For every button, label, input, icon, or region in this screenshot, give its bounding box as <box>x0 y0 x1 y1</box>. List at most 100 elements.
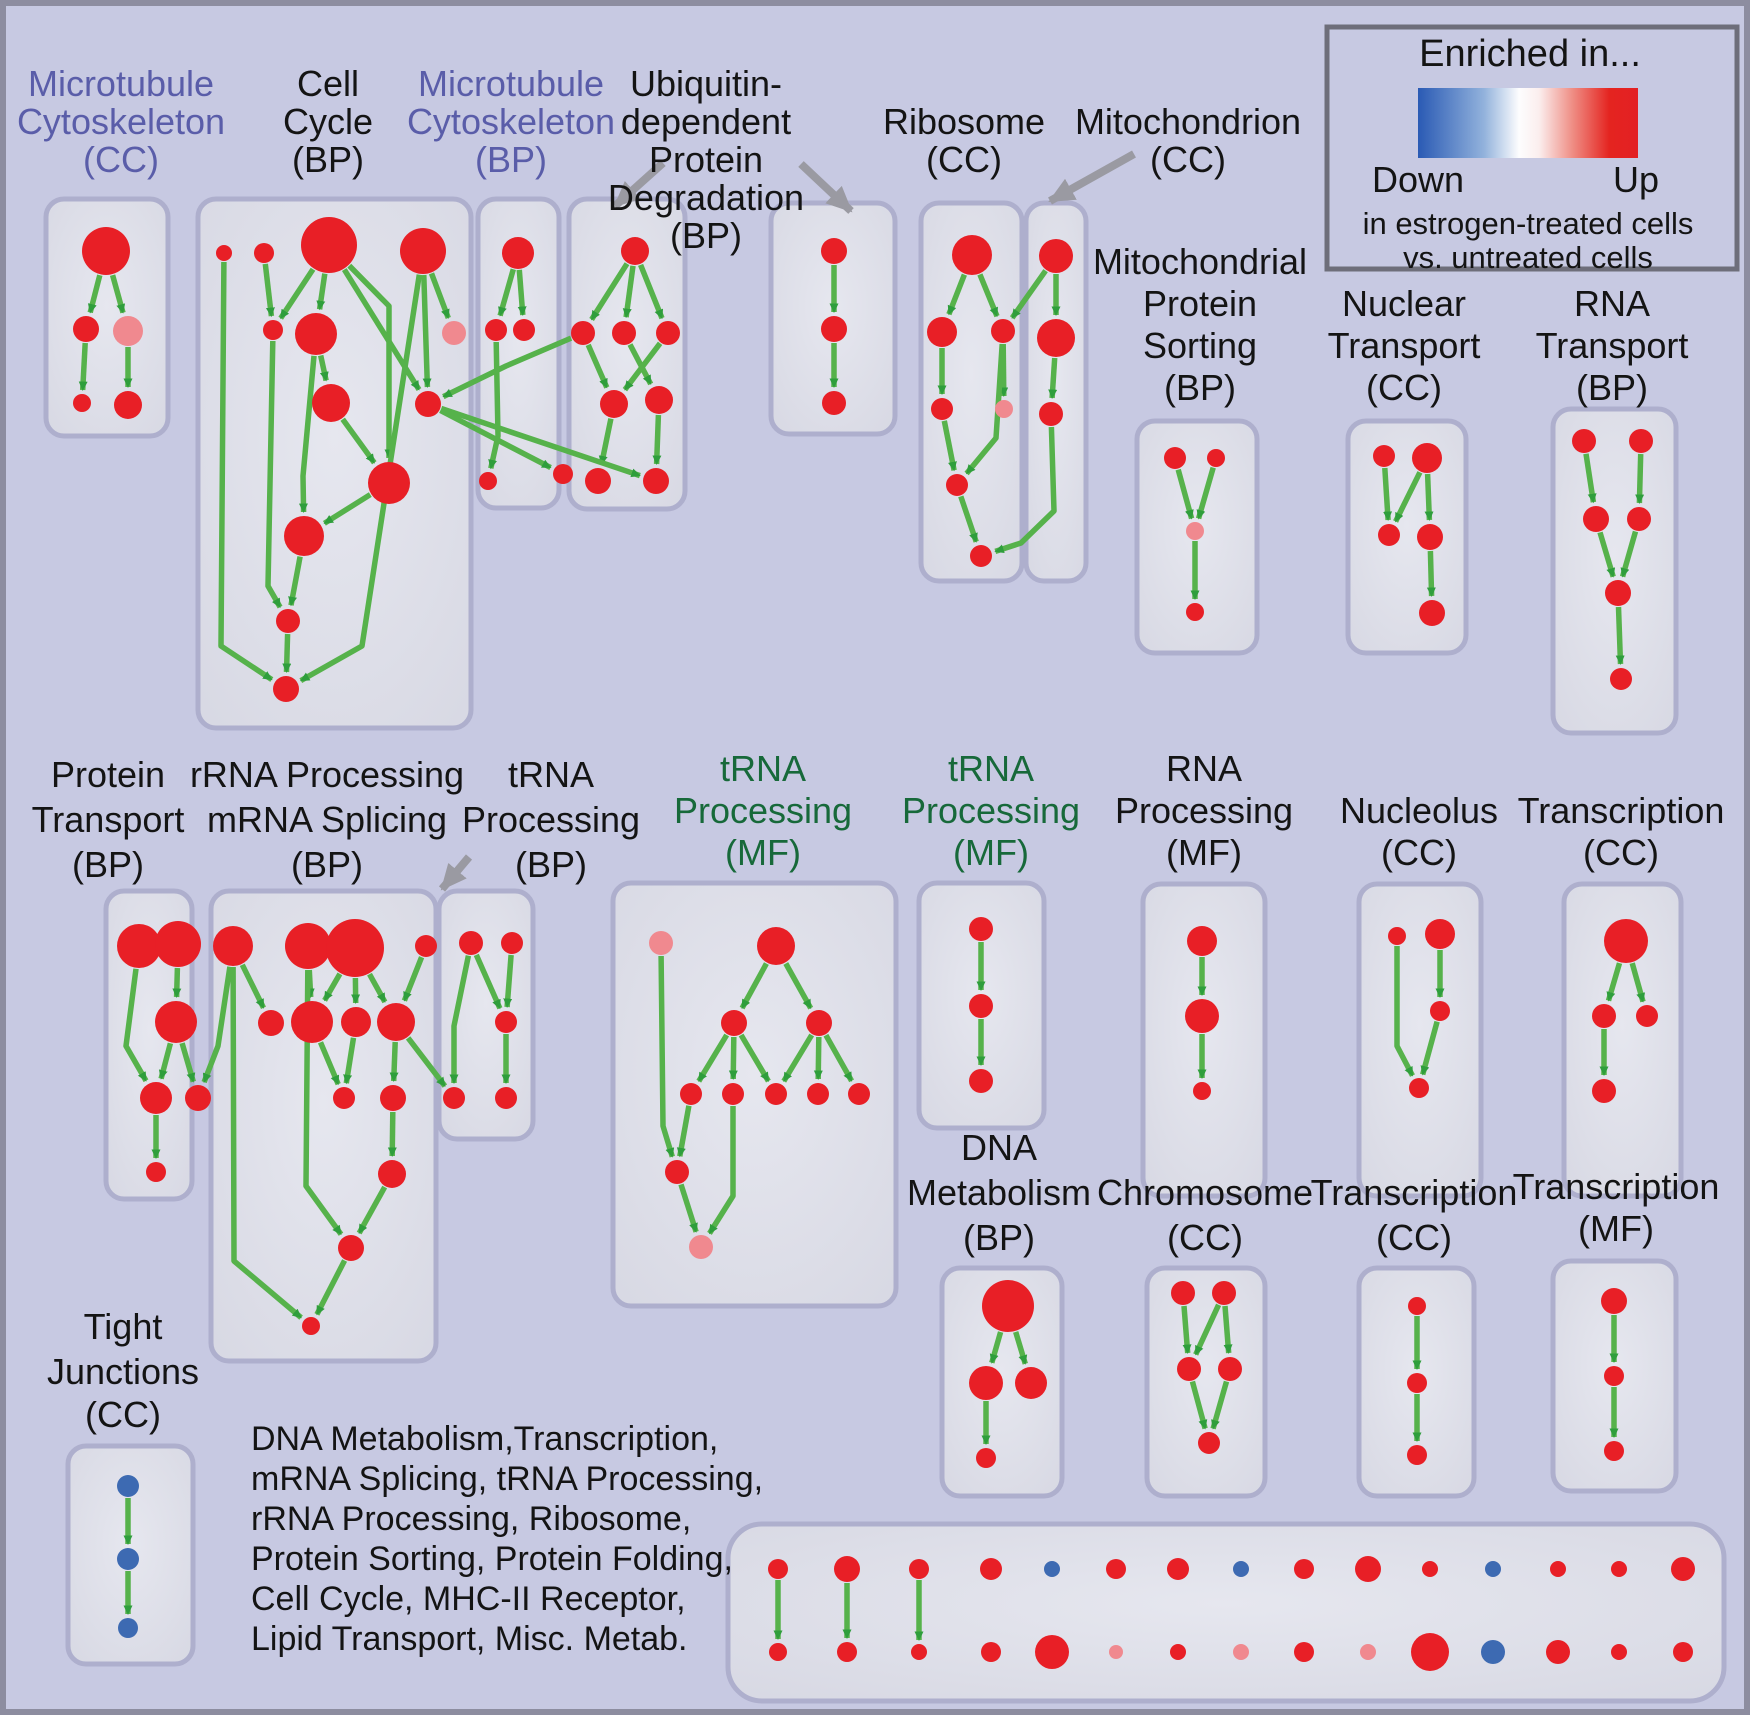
edge-arrow-trna-processing-bp <box>449 955 472 1084</box>
group-label-line-mito-protein-sorting-bp: Mitochondrial <box>1093 241 1307 282</box>
group-label-line-tight-junctions-cc: Junctions <box>47 1351 199 1392</box>
go-term-node-chromosome-cc-2 <box>1177 1357 1201 1381</box>
go-term-node-chromosome-cc-1 <box>1212 1281 1236 1305</box>
edge-arrow-cell-cycle-bp <box>265 340 283 609</box>
group-label-line-nuclear-transport-cc: (CC) <box>1366 367 1442 408</box>
edge-arrow-nuclear-transport-cc <box>1424 473 1434 521</box>
group-label-line-protein-transport-bp: Transport <box>32 799 185 840</box>
edge-arrow-nuclear-transport-cc <box>1382 467 1393 521</box>
edge-arrow-protein-transport-bp <box>123 968 149 1083</box>
group-label-line-microtubule-bp: (BP) <box>475 139 547 180</box>
edge-arrow-protein-transport-bp <box>158 1042 174 1080</box>
go-term-node-rna-processing-mf-0 <box>1187 926 1217 956</box>
edge-arrow-rrna-mrna-bp <box>387 1111 397 1157</box>
edges-layer <box>78 261 1646 1641</box>
go-term-node-chromosome-cc-0 <box>1171 1281 1195 1305</box>
go-term-node-trna-processing-bp-1 <box>501 932 523 954</box>
go-term-node-nuclear-transport-cc-0 <box>1373 445 1395 467</box>
edge-arrow-trna-processing-mf-1 <box>707 1106 736 1235</box>
edge-arrow-ubiquitin-degradation-bp <box>598 418 614 466</box>
go-term-node-cell-cycle-bp-11 <box>276 609 300 633</box>
go-term-node-cell-cycle-bp-6 <box>442 321 466 345</box>
go-term-node-rna-transport-bp-0 <box>1572 429 1596 453</box>
go-term-node-ubiquitin-chain-0 <box>821 238 847 264</box>
group-label-line-protein-transport-bp: Protein <box>51 754 165 795</box>
legend-layer: Enriched in... Down Up in estrogen-treated … <box>1324 24 1740 275</box>
go-term-node-microtubule-bp-1 <box>485 319 507 341</box>
go-term-node-rna-transport-bp-3 <box>1627 507 1651 531</box>
group-box-cell-cycle-bp <box>195 196 474 731</box>
go-term-node-nuclear-transport-cc-4 <box>1419 600 1445 626</box>
group-label-line-microtubule-bp: Cytoskeleton <box>407 101 615 142</box>
go-term-node-misc-terms-0 <box>768 1559 788 1579</box>
group-label-line-transcription-cc-mid: (CC) <box>1583 832 1659 873</box>
go-term-node-misc-terms-26 <box>1481 1640 1505 1664</box>
go-term-node-misc-terms-11 <box>1485 1561 1501 1577</box>
go-term-node-misc-terms-18 <box>981 1642 1001 1662</box>
edge-arrow-nuclear-transport-cc <box>1393 471 1423 523</box>
go-term-node-tight-junctions-cc-2 <box>118 1618 138 1638</box>
edge-arrow-rna-transport-bp <box>1597 531 1616 578</box>
group-label-line-ubiquitin-degradation-bp: (BP) <box>670 215 742 256</box>
edge-arrow-microtubule-cc <box>109 274 126 314</box>
edge-arrow-ribosome-cc <box>941 420 957 472</box>
go-term-node-rna-processing-mf-1 <box>1185 999 1219 1033</box>
note-text-line: rRNA Processing, Ribosome, <box>251 1500 691 1538</box>
go-term-node-ubiquitin-degradation-bp-4 <box>600 390 628 418</box>
group-label-line-trna-processing-mf-2: tRNA <box>948 748 1034 789</box>
legend-colorbar <box>1418 88 1638 158</box>
group-label-line-trna-processing-mf-2: Processing <box>902 790 1080 831</box>
cross-edge-arrow <box>201 966 233 1084</box>
note-text-line: Lipid Transport, Misc. Metab. <box>251 1620 688 1658</box>
edge-arrow-cell-cycle-bp <box>299 274 423 683</box>
go-term-node-trna-processing-bp-2 <box>495 1011 517 1033</box>
edge-arrow-rrna-mrna-bp <box>239 963 266 1010</box>
go-term-node-cell-cycle-bp-7 <box>312 384 350 422</box>
go-term-node-nucleolus-cc-0 <box>1388 927 1406 945</box>
go-term-node-misc-terms-13 <box>1611 1561 1627 1577</box>
go-term-node-microtubule-bp-3 <box>479 472 497 490</box>
go-term-node-misc-terms-9 <box>1355 1556 1381 1582</box>
edge-arrow-ubiquitin-degradation-bp <box>652 414 662 465</box>
cross-edge-arrow <box>994 426 1057 555</box>
group-label-line-rrna-mrna-bp: mRNA Splicing <box>207 799 447 840</box>
go-term-node-protein-transport-bp-5 <box>146 1162 166 1182</box>
go-term-node-ribosome-cc-2 <box>991 319 1015 343</box>
go-term-node-mito-protein-sorting-bp-0 <box>1164 447 1186 469</box>
go-term-node-microtubule-bp-0 <box>502 237 534 269</box>
edge-arrow-transcription-cc-mid <box>1629 962 1646 1003</box>
group-label-line-tight-junctions-cc: Tight <box>84 1306 163 1347</box>
group-label-line-ribosome-cc: Ribosome <box>883 101 1045 142</box>
group-box-chromosome-cc <box>1144 1265 1268 1499</box>
go-term-node-transcription-cc-mid-1 <box>1592 1004 1616 1028</box>
go-term-node-misc-terms-27 <box>1546 1640 1570 1664</box>
edge-arrow-cell-cycle-bp <box>278 267 316 320</box>
go-term-node-rrna-mrna-bp-12 <box>302 1317 320 1335</box>
go-term-node-trna-processing-mf-1-4 <box>680 1083 702 1105</box>
callout-arrow-3 <box>438 854 473 892</box>
edge-arrow-dna-metabolism-bp <box>989 1331 1004 1364</box>
go-term-node-transcription-cc-bottom-1 <box>1407 1373 1427 1393</box>
go-term-node-trna-processing-bp-4 <box>495 1087 517 1109</box>
go-term-node-cell-cycle-bp-9 <box>368 462 410 504</box>
go-term-node-misc-terms-25 <box>1411 1633 1449 1671</box>
go-term-node-transcription-mf-0 <box>1601 1288 1627 1314</box>
edge-arrow-mito-protein-sorting-bp <box>1175 468 1195 520</box>
go-enrichment-network-figure: MicrotubuleCytoskeleton(CC)CellCycle(BP)… <box>17 24 1740 1704</box>
go-term-node-cell-cycle-bp-8 <box>415 391 441 417</box>
go-term-node-ribosome-cc-1 <box>927 317 957 347</box>
go-term-node-trna-processing-mf-1-5 <box>722 1083 744 1105</box>
go-term-node-microtubule-bp-2 <box>513 319 535 341</box>
go-term-node-microtubule-bp-4 <box>553 464 573 484</box>
edge-arrow-cell-cycle-bp <box>318 354 329 382</box>
group-box-transcription-cc-mid <box>1561 881 1684 1199</box>
edge-arrow-rrna-mrna-bp <box>389 1041 399 1082</box>
go-term-node-cell-cycle-bp-5 <box>295 313 337 355</box>
go-term-node-ubiquitin-degradation-bp-2 <box>612 321 636 345</box>
edge-arrow-trna-processing-mf-1 <box>783 962 814 1010</box>
go-term-node-rna-processing-mf-2 <box>1193 1082 1211 1100</box>
group-label-line-rrna-mrna-bp: rRNA Processing <box>190 754 464 795</box>
go-term-node-nucleolus-cc-3 <box>1409 1078 1429 1098</box>
go-term-node-transcription-cc-mid-2 <box>1636 1005 1658 1027</box>
group-label-line-transcription-mf: (MF) <box>1578 1208 1654 1249</box>
